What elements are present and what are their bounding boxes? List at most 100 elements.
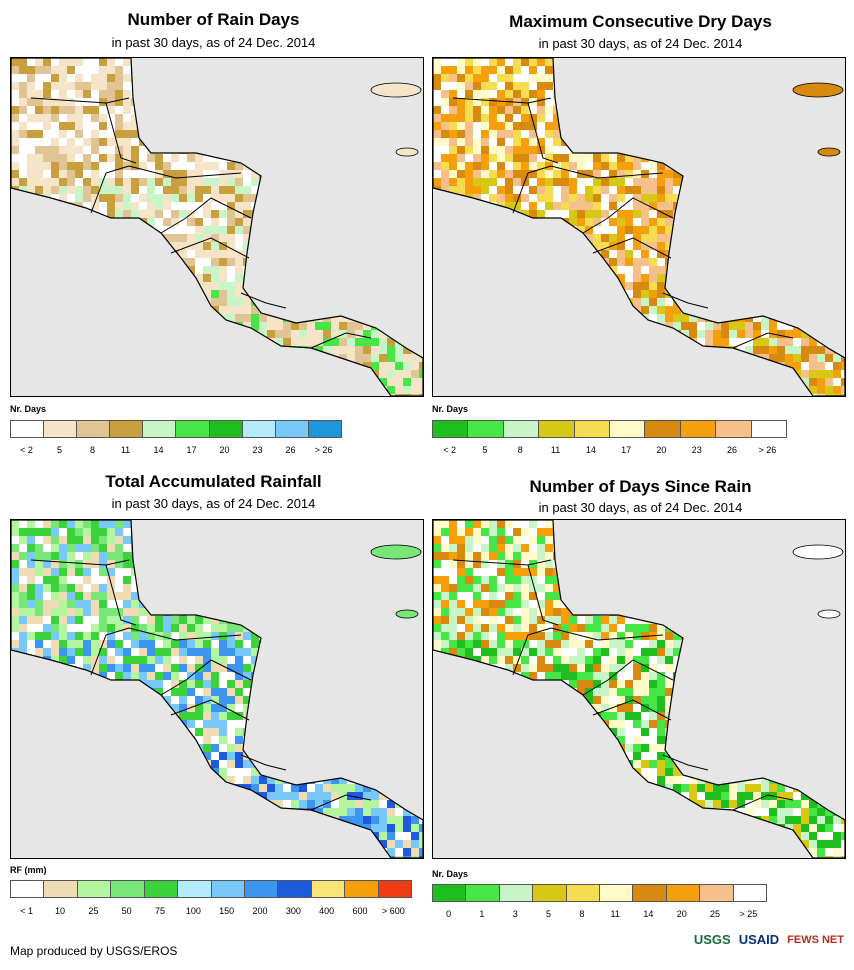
legend-swatch [633, 885, 667, 901]
legend-swatch [77, 421, 111, 437]
legend-label: Nr. Days [432, 404, 469, 414]
legend-swatch [499, 885, 534, 901]
legend-tick-label: 600 [352, 906, 368, 916]
legend-swatch [11, 421, 45, 437]
legend-tick-label: 300 [285, 906, 301, 916]
coastline [11, 520, 423, 858]
country-borders [30, 559, 372, 811]
legend-tick-label: 150 [219, 906, 235, 916]
legend-swatch [600, 885, 634, 901]
legend-swatch [178, 881, 212, 897]
legend-tick-label: 26 [727, 445, 738, 455]
gridded-land-cells [11, 58, 423, 396]
panel-rain-days: Number of Rain Days in past 30 days, as … [0, 0, 427, 465]
panel-days-since-rain: Number of Days Since Rain in past 30 day… [427, 465, 854, 925]
gridded-land-cells [433, 520, 845, 858]
legend-tick-label: 400 [319, 906, 335, 916]
legend-tick-label: 11 [120, 445, 131, 455]
island [370, 544, 422, 560]
country-borders [452, 97, 794, 349]
coastline [433, 520, 845, 858]
legend-swatch [275, 421, 309, 437]
legend-tick-label: < 1 [20, 906, 34, 916]
legend-label: RF (mm) [10, 865, 47, 875]
panel-max-dry-days: Maximum Consecutive Dry Days in past 30 … [427, 0, 854, 465]
legend-ticks: < 1 10 25 50 75 100 150 200 300 400 600 > 600 [10, 906, 410, 918]
legend-swatch [176, 421, 210, 437]
days-since-rain-map [432, 519, 846, 859]
legend-swatch [77, 881, 112, 897]
legend-swatch [751, 421, 787, 437]
legend-color-bar [432, 884, 767, 902]
legend-ticks: 0 1 3 5 8 11 14 20 25 > 25 [432, 909, 765, 921]
legend-tick-label: 17 [186, 445, 197, 455]
legend-color-bar [432, 420, 787, 438]
island [792, 544, 844, 560]
legend-swatch [539, 421, 575, 437]
legend-swatch [733, 885, 767, 901]
usgs-logo: USGS [693, 932, 731, 947]
country-borders [30, 97, 372, 349]
legend-tick-label: 20 [676, 909, 687, 919]
map-credit: Map produced by USGS/EROS [10, 944, 178, 958]
legend-tick-label: 5 [56, 445, 63, 455]
legend-swatch [44, 881, 78, 897]
legend-swatch [666, 885, 701, 901]
legend-tick-label: 25 [88, 906, 99, 916]
legend-swatch [44, 421, 78, 437]
legend-swatch [110, 421, 144, 437]
fews-net-logo: FEWS NET [787, 933, 844, 946]
panel-subtitle: in past 30 days, as of 24 Dec. 2014 [538, 36, 743, 51]
panel-total-rainfall: Total Accumulated Rainfall in past 30 da… [0, 465, 427, 925]
legend-tick-label: 0 [446, 909, 452, 919]
island [792, 82, 844, 98]
legend-tick-label: 50 [121, 906, 132, 916]
legend-tick-label: 8 [89, 445, 96, 455]
legend-tick-label: 23 [691, 445, 702, 455]
legend-swatch [143, 421, 177, 437]
legend-tick-label: 1 [479, 909, 485, 919]
legend-swatch [308, 421, 341, 437]
legend-color-bar [10, 420, 342, 438]
legend-swatch [680, 421, 717, 437]
rain-days-map [10, 57, 424, 397]
island [395, 609, 419, 619]
agency-logos: USGS USAID FEWS NET [694, 932, 844, 947]
legend-tick-label: 17 [621, 445, 632, 455]
legend-tick-label: 8 [579, 909, 585, 919]
island [370, 82, 422, 98]
legend-label: Nr. Days [10, 404, 47, 414]
legend-tick-label: 25 [710, 909, 721, 919]
legend-tick-label: 23 [252, 445, 263, 455]
legend-tick-label: 5 [546, 909, 552, 919]
panel-subtitle: in past 30 days, as of 24 Dec. 2014 [111, 496, 316, 511]
legend-swatch [700, 885, 734, 901]
gridded-land-cells [11, 520, 423, 858]
legend-swatch [111, 881, 145, 897]
legend-tick-label: 75 [154, 906, 166, 916]
legend-swatch [645, 421, 681, 437]
legend-swatch [244, 881, 279, 897]
legend-tick-label: 26 [285, 445, 296, 455]
legend-swatch [433, 885, 467, 901]
panel-title: Number of Days Since Rain [529, 477, 752, 496]
legend-swatch [716, 421, 752, 437]
legend-tick-label: 100 [185, 906, 201, 916]
panel-subtitle: in past 30 days, as of 24 Dec. 2014 [111, 35, 316, 50]
panel-subtitle: in past 30 days, as of 24 Dec. 2014 [538, 500, 743, 515]
island [395, 147, 419, 157]
legend-tick-label: 3 [512, 909, 518, 919]
legend-swatch [144, 881, 179, 897]
legend-swatch [466, 885, 500, 901]
legend-tick-label: 200 [252, 906, 268, 916]
legend-tick-label: 20 [656, 445, 667, 455]
legend-swatch [278, 881, 312, 897]
total-rainfall-map [10, 519, 424, 859]
legend-swatch [503, 421, 540, 437]
legend-tick-label: > 26 [314, 445, 333, 455]
legend-label: Nr. Days [432, 869, 469, 879]
legend-swatch [574, 421, 611, 437]
legend-swatch [211, 881, 245, 897]
legend-tick-label: > 26 [758, 445, 777, 455]
legend-tick-label: > 600 [381, 906, 405, 916]
